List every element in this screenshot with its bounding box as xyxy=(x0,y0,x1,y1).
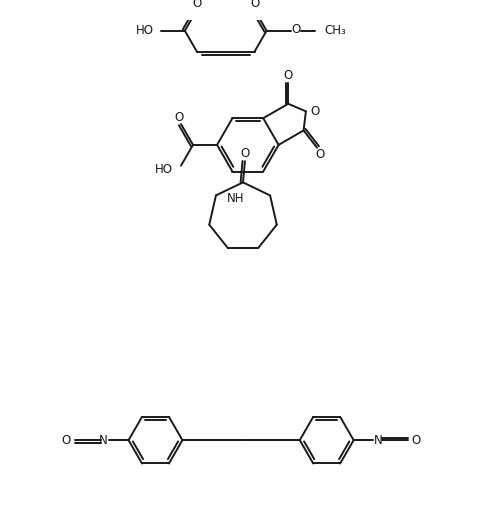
Text: O: O xyxy=(315,148,324,161)
Text: O: O xyxy=(283,69,293,82)
Text: O: O xyxy=(192,0,202,10)
Text: O: O xyxy=(310,105,319,118)
Text: O: O xyxy=(61,434,71,447)
Text: O: O xyxy=(240,147,249,160)
Text: CH₃: CH₃ xyxy=(324,24,346,37)
Text: NH: NH xyxy=(226,192,244,205)
Text: N: N xyxy=(99,434,108,447)
Text: HO: HO xyxy=(136,24,154,37)
Text: HO: HO xyxy=(155,163,173,176)
Text: N: N xyxy=(375,434,383,447)
Text: O: O xyxy=(412,434,421,447)
Text: O: O xyxy=(292,23,301,36)
Text: O: O xyxy=(250,0,259,10)
Text: O: O xyxy=(174,111,184,124)
